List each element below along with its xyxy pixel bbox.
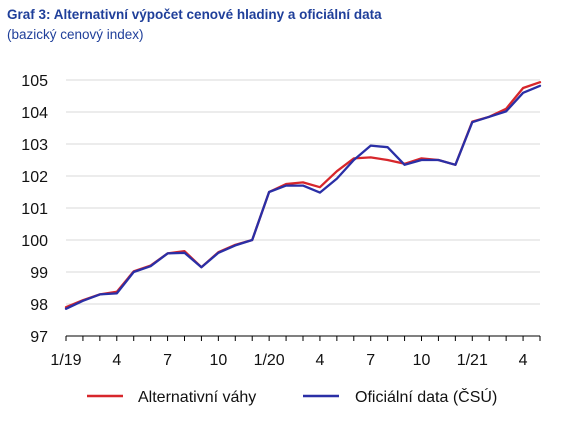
y-tick-label: 101	[21, 201, 48, 218]
y-tick-label: 97	[30, 329, 48, 346]
x-tick-label: 4	[112, 352, 121, 369]
x-tick-label: 1/20	[254, 352, 285, 369]
series-line-alternativni-vahy	[64, 81, 542, 309]
y-axis-ticks: 97 98 99 100 101 102 103 104 105	[21, 73, 48, 346]
x-tick-label: 1/19	[50, 352, 81, 369]
x-tick-label: 7	[366, 352, 375, 369]
legend-label: Alternativní váhy	[138, 389, 256, 406]
y-tick-label: 103	[21, 137, 48, 154]
x-tick-label: 10	[413, 352, 431, 369]
x-tick-label: 7	[163, 352, 172, 369]
series-lines	[64, 81, 542, 310]
x-tick-label: 1/21	[457, 352, 488, 369]
series-line-oficialni-data	[64, 84, 542, 310]
legend-label: Oficiální data (ČSÚ)	[355, 387, 497, 406]
legend: Alternativní váhy Oficiální data (ČSÚ)	[87, 387, 497, 406]
y-tick-label: 100	[21, 233, 48, 250]
x-axis-ticks: 1/19 4 7 10 1/20 4 7 10 1/21 4	[50, 336, 541, 369]
x-tick-label: 4	[519, 352, 528, 369]
y-tick-label: 98	[30, 297, 48, 314]
y-tick-label: 104	[21, 105, 48, 122]
x-tick-label: 10	[209, 352, 227, 369]
y-tick-label: 105	[21, 73, 48, 90]
chart-subtitle: (bazický cenový index)	[7, 27, 144, 42]
grid-lines	[66, 79, 540, 305]
y-tick-label: 102	[21, 169, 48, 186]
x-tick-label: 4	[315, 352, 324, 369]
y-tick-label: 99	[30, 265, 48, 282]
chart-title: Graf 3: Alternativní výpočet cenové hlad…	[7, 7, 382, 22]
